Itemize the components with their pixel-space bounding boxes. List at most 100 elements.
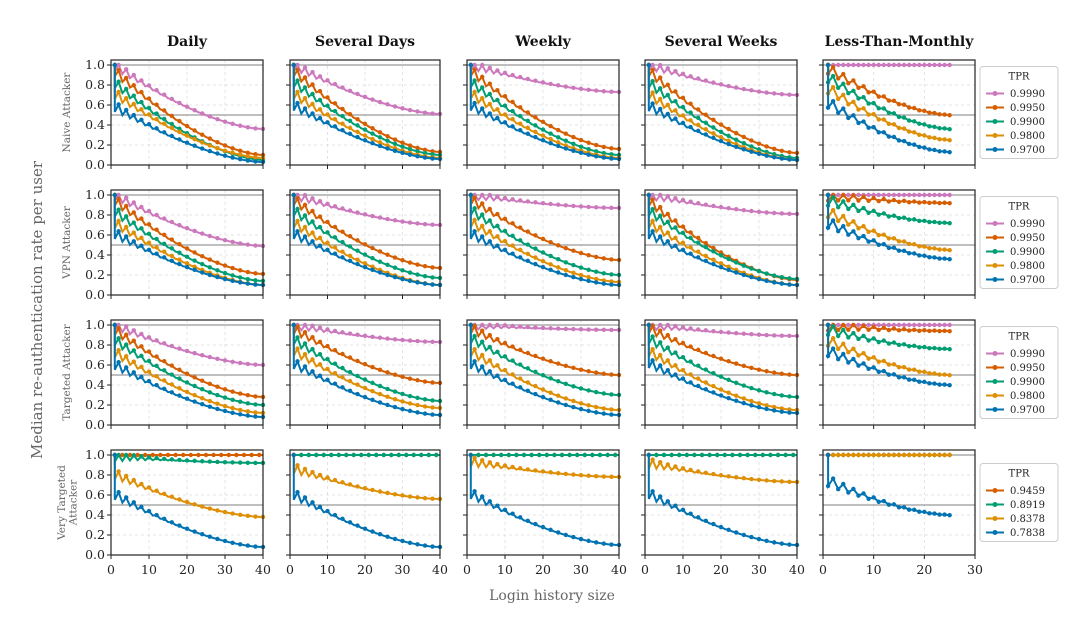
series-point [901, 62, 907, 68]
series-point [377, 99, 383, 105]
series-point [377, 135, 383, 140]
series-point [430, 222, 435, 227]
series-point [590, 452, 595, 458]
series-point [586, 152, 591, 157]
series-point [753, 452, 758, 458]
series-point [696, 122, 701, 128]
series-point [548, 136, 553, 142]
series-point [594, 370, 599, 375]
series-point [609, 542, 614, 547]
series-point [749, 266, 754, 271]
series-point [906, 367, 912, 372]
series-line-0-8378 [647, 455, 797, 483]
series-point [876, 130, 881, 135]
series-point [370, 126, 375, 131]
legend-marker [992, 379, 998, 384]
column-title-several-weeks: Several Weeks [665, 34, 778, 50]
series-point [846, 81, 851, 86]
series-point [502, 70, 508, 76]
series-point [594, 142, 599, 148]
series-point [400, 150, 405, 156]
series-point [238, 241, 243, 246]
series-point [906, 217, 912, 222]
series-point [192, 383, 197, 389]
series-point [896, 365, 902, 370]
series-point [302, 75, 308, 80]
series-point [347, 208, 353, 213]
y-tick-label: 0.4 [85, 507, 105, 522]
series-point [169, 96, 174, 102]
series-point [556, 400, 561, 405]
series-point [422, 150, 428, 156]
series-point [906, 328, 912, 333]
series-point [112, 452, 118, 458]
series-point [222, 276, 228, 282]
x-tick-label: 20 [916, 562, 932, 577]
series-point [779, 541, 784, 546]
series-point [253, 414, 258, 419]
series-point [846, 322, 851, 328]
series-point [332, 116, 338, 122]
series-point [430, 496, 435, 501]
series-point [139, 107, 144, 112]
series-point [896, 239, 902, 244]
series-point [317, 107, 323, 112]
series-point [400, 258, 405, 263]
series-point [400, 374, 405, 380]
series-point [756, 276, 762, 282]
series-point [841, 322, 846, 328]
series-point [215, 401, 220, 406]
series-point [937, 256, 942, 261]
series-point [184, 264, 190, 270]
series-point [896, 192, 902, 198]
y-tick-label: 1.0 [85, 187, 105, 202]
series-point [124, 75, 129, 81]
series-point [749, 398, 754, 404]
series-point [830, 324, 836, 329]
series-point [310, 323, 315, 329]
series-point [165, 452, 171, 458]
series-point [688, 235, 693, 241]
series-point [927, 255, 932, 260]
series-point [726, 256, 731, 262]
series-point [556, 393, 561, 398]
series-point [400, 219, 405, 224]
series-point [362, 377, 368, 382]
series-point [430, 405, 435, 410]
series-point [696, 327, 701, 332]
series-point [575, 452, 580, 458]
series-point [901, 102, 907, 107]
series-point [696, 201, 701, 206]
series-point [563, 131, 568, 136]
series-point [601, 371, 606, 376]
series-point [846, 206, 851, 212]
series-point [942, 328, 947, 333]
series-point [162, 130, 167, 135]
series-point [912, 377, 917, 382]
series-point [162, 216, 167, 221]
series-point [737, 452, 743, 458]
series-point [571, 141, 576, 147]
series-point [912, 367, 917, 372]
series-point [703, 202, 708, 207]
legend-label: 0.9900 [1010, 247, 1045, 258]
x-tick-label: 40 [255, 562, 271, 577]
series-point [253, 271, 258, 276]
series-point [548, 267, 553, 273]
series-point [525, 131, 530, 136]
series-point [487, 218, 492, 223]
legend-label: 0.9950 [1010, 233, 1045, 244]
series-point [510, 511, 515, 516]
legend-marker [992, 105, 998, 110]
series-point [310, 101, 315, 107]
series-point [669, 452, 674, 458]
series-point [906, 322, 912, 328]
series-point [355, 257, 360, 262]
series-point [673, 350, 678, 355]
series-point [578, 250, 584, 256]
series-point [718, 204, 724, 210]
series-point [896, 114, 902, 120]
series-point [347, 131, 353, 136]
series-point [422, 281, 428, 286]
series-point [146, 378, 152, 384]
